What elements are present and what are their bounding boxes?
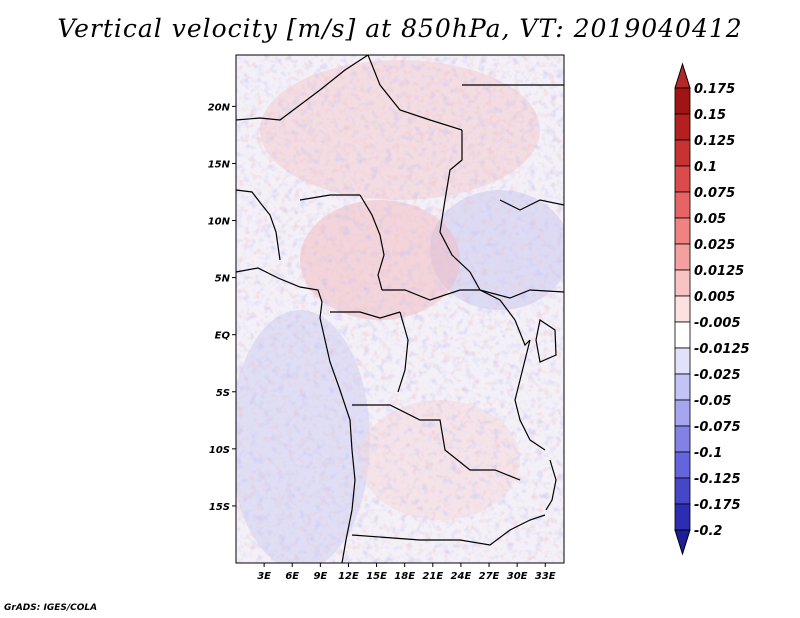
colorbar-label: -0.1	[694, 446, 722, 461]
colorbar-segment	[674, 139, 691, 167]
colorbar-label: 0.175	[694, 82, 735, 97]
colorbar-segment	[674, 295, 691, 323]
lon-tick-label: 30E	[507, 571, 528, 582]
colorbar-label: -0.0125	[694, 342, 750, 357]
lon-tick-label: 6E	[285, 571, 299, 582]
drc-south-border	[352, 404, 521, 481]
lon-tick-label: 33E	[535, 571, 556, 582]
footer-credit: GrADS: IGES/COLA	[4, 603, 98, 613]
colorbar-segment	[674, 477, 691, 505]
lon-tick-label: 27E	[479, 571, 500, 582]
colorbar-segment	[674, 425, 691, 453]
colorbar-label: -0.025	[694, 368, 741, 383]
colorbar-label: -0.125	[694, 472, 741, 487]
sahara-border-1	[236, 55, 369, 121]
lat-tick-label: 10N	[208, 217, 231, 228]
map-frame	[235, 54, 565, 564]
colorbar-label: 0.005	[694, 290, 735, 305]
colorbar: 0.175 0.15 0.125 0.1 0.075 0.05 0.025 0.0125 0.0…	[674, 62, 750, 556]
lon-tick-label: 21E	[422, 571, 443, 582]
lat-tick-label: 5S	[216, 388, 230, 399]
colorbar-segment	[674, 321, 691, 349]
car-border	[382, 289, 564, 301]
colorbar-segment	[674, 191, 691, 219]
colorbar-segment	[674, 87, 691, 115]
colorbar-label: -0.175	[694, 498, 741, 513]
atlantic-coastline	[236, 267, 356, 563]
lon-tick-label: 9E	[313, 571, 327, 582]
congo-border	[397, 311, 409, 393]
colorbar-label: 0.125	[694, 134, 735, 149]
colorbar-label: 0.15	[694, 108, 726, 123]
lake-victoria	[535, 319, 557, 363]
colorbar-segment	[674, 399, 691, 427]
uganda-border	[479, 289, 531, 347]
gabon-border	[330, 311, 401, 319]
colorbar-segment	[674, 269, 691, 297]
colorbar-segment	[674, 243, 691, 271]
colorbar-segment	[674, 165, 691, 193]
lake-tanganyika	[514, 339, 546, 451]
colorbar-label: 0.1	[694, 160, 717, 175]
colorbar-segment	[674, 503, 691, 531]
lon-tick-label: 12E	[338, 571, 359, 582]
sahara-border-2	[367, 55, 463, 131]
colorbar-segment	[674, 347, 691, 375]
lake-malawi	[545, 459, 557, 511]
chart-title: Vertical velocity [m/s] at 850hPa, VT: 2…	[57, 14, 743, 43]
sudan-border-west	[439, 130, 481, 291]
lat-tick-label: 5N	[215, 274, 231, 285]
angola-south-border	[351, 514, 546, 546]
longitude-axis: 3E 6E 9E 12E 15E 18E 21E 24E 27E 30E 33E	[257, 563, 556, 582]
lon-tick-label: 18E	[394, 571, 415, 582]
coastlines-borders	[236, 55, 564, 563]
lat-tick-label: EQ	[215, 331, 231, 342]
lat-tick-label: 15N	[208, 159, 231, 170]
colorbar-label: 0.05	[694, 212, 726, 227]
map-area	[236, 55, 564, 563]
colorbar-label: 0.0125	[694, 264, 744, 279]
colorbar-bottom-arrow	[674, 529, 691, 556]
colorbar-segment	[674, 373, 691, 401]
colorbar-label: -0.2	[694, 524, 722, 539]
latitude-axis: 20N 15N 10N 5N EQ 5S 10S 15S	[208, 102, 236, 513]
velocity-field	[236, 55, 564, 563]
colorbar-segment	[674, 113, 691, 141]
lon-tick-label: 3E	[257, 571, 271, 582]
colorbar-segment	[674, 451, 691, 479]
colorbar-label: 0.025	[694, 238, 735, 253]
lon-tick-label: 15E	[366, 571, 387, 582]
lat-tick-label: 20N	[208, 102, 231, 113]
colorbar-label: 0.075	[694, 186, 735, 201]
lon-tick-label: 24E	[451, 571, 472, 582]
west-border-1	[236, 189, 281, 261]
lat-tick-label: 10S	[209, 445, 230, 456]
colorbar-label: -0.075	[694, 420, 741, 435]
colorbar-label: -0.05	[694, 394, 731, 409]
colorbar-label: -0.005	[694, 316, 741, 331]
colorbar-segment	[674, 217, 691, 245]
lat-tick-label: 15S	[209, 502, 230, 513]
niger-border	[299, 194, 360, 201]
colorbar-top-arrow	[674, 62, 691, 89]
ethiopia-border	[499, 199, 564, 211]
chad-border	[359, 194, 385, 291]
